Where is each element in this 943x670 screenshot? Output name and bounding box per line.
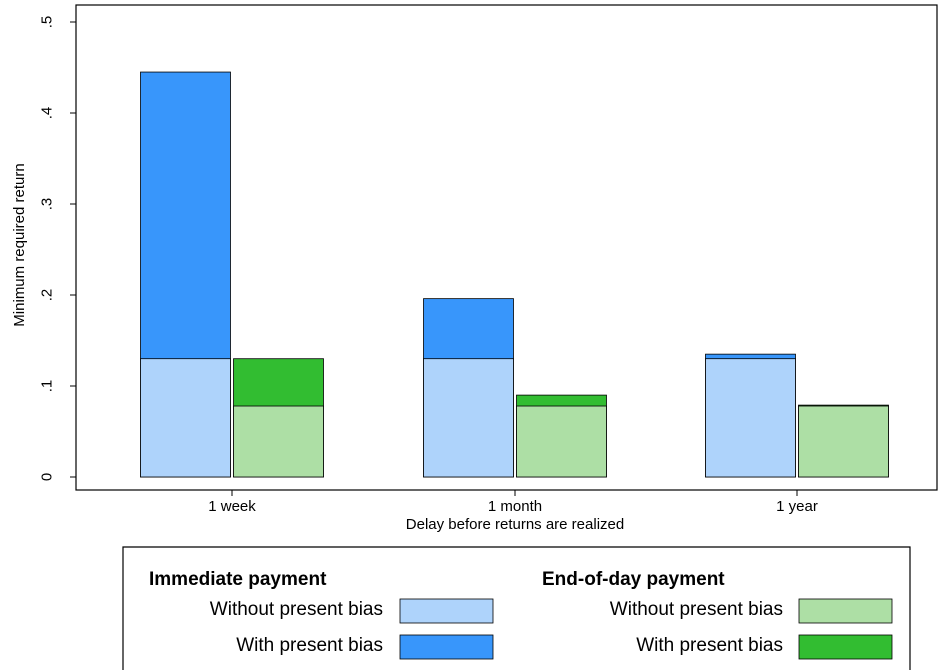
- legend-border: [122, 546, 911, 670]
- y-tick-label: .1: [38, 380, 55, 393]
- legend-label: Without present bias: [610, 599, 783, 620]
- x-tick-label: 1 year: [776, 498, 818, 515]
- bar-immediate-without-bias: [705, 358, 796, 478]
- y-tick-label: .2: [38, 289, 55, 302]
- bar-end-of-day-without-bias: [798, 405, 889, 478]
- y-tick-label: .5: [38, 16, 55, 29]
- plot-border: [75, 4, 938, 491]
- x-axis: 1 week 1 month 1 year: [208, 490, 818, 515]
- x-axis-title: Delay before returns are realized: [406, 516, 624, 533]
- legend-label: Without present bias: [210, 599, 383, 620]
- bar-immediate-without-bias: [140, 358, 231, 478]
- y-tick-label: 0: [38, 473, 55, 481]
- legend-label: With present bias: [636, 635, 783, 656]
- legend-swatch: [798, 634, 893, 660]
- legend: Immediate payment Without present bias Wit…: [122, 546, 911, 670]
- bar-end-of-day-without-bias: [233, 405, 324, 478]
- bar-end-of-day-without-bias: [516, 405, 607, 478]
- x-tick-label: 1 month: [488, 498, 542, 515]
- legend-swatch: [798, 598, 893, 624]
- bars: [140, 71, 889, 478]
- legend-swatch: [399, 634, 494, 660]
- y-axis: 0 .1 .2 .3 .4 .5: [38, 16, 76, 481]
- y-axis-title: Minimum required return: [11, 163, 28, 326]
- y-tick-label: .3: [38, 198, 55, 211]
- x-tick-label: 1 week: [208, 498, 256, 515]
- y-tick-label: .4: [38, 107, 55, 120]
- bar-immediate-without-bias: [423, 358, 514, 478]
- plot-area: [75, 4, 938, 491]
- legend-heading: End-of-day payment: [542, 569, 725, 590]
- legend-heading: Immediate payment: [149, 569, 327, 590]
- legend-swatch: [399, 598, 494, 624]
- legend-label: With present bias: [236, 635, 383, 656]
